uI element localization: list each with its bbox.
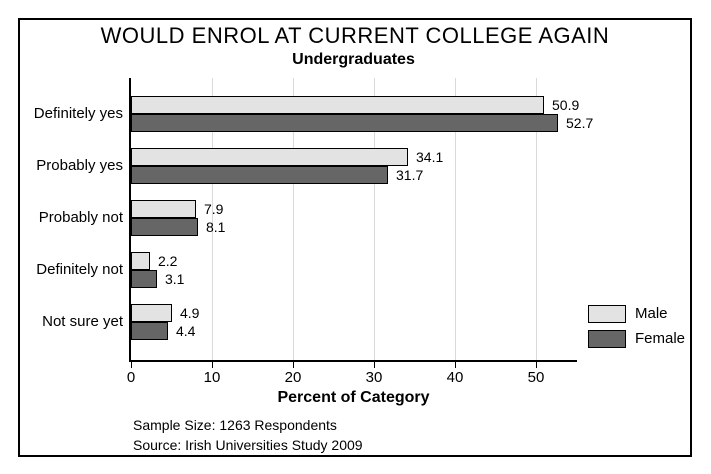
bar-male [131, 304, 172, 322]
bar-male [131, 96, 544, 114]
bar-male [131, 200, 196, 218]
male-swatch [588, 305, 626, 323]
value-label: 50.9 [552, 97, 580, 113]
x-tick [455, 362, 456, 368]
x-tick-label: 10 [203, 369, 221, 386]
category-label: Not sure yet [42, 313, 123, 330]
y-axis-line [129, 78, 131, 362]
bar-female [131, 114, 558, 132]
legend-label-male: Male [635, 305, 668, 322]
value-label: 3.1 [165, 271, 185, 287]
value-label: 8.1 [206, 219, 226, 235]
bar-female [131, 270, 157, 288]
x-axis-line [129, 360, 577, 362]
x-tick-label: 0 [126, 369, 136, 386]
x-tick [374, 362, 375, 368]
gridline [536, 78, 537, 360]
legend-entry-male: Male [588, 305, 668, 323]
value-label: 52.7 [566, 115, 594, 131]
legend-entry-female: Female [588, 330, 685, 348]
category-label: Probably yes [36, 157, 123, 174]
bar-male [131, 252, 150, 270]
gridline [212, 78, 213, 360]
legend-label-female: Female [635, 330, 686, 347]
x-tick-label: 30 [365, 369, 383, 386]
gridline [455, 78, 456, 360]
value-label: 4.9 [180, 305, 200, 321]
x-axis-title: Percent of Category [277, 389, 430, 406]
bar-female [131, 322, 168, 340]
chart-subtitle: Undergraduates [292, 51, 415, 68]
female-swatch [588, 330, 626, 348]
sample-size-note: Sample Size: 1263 Respondents [133, 417, 337, 433]
bar-male [131, 148, 408, 166]
value-label: 2.2 [158, 253, 178, 269]
x-tick-label: 20 [284, 369, 302, 386]
chart-title: WOULD ENROL AT CURRENT COLLEGE AGAIN [100, 23, 610, 48]
value-label: 7.9 [204, 201, 224, 217]
x-tick-label: 50 [527, 369, 545, 386]
category-label: Definitely yes [33, 105, 123, 122]
x-tick [536, 362, 537, 368]
bar-female [131, 218, 198, 236]
x-tick [131, 362, 132, 368]
x-tick [212, 362, 213, 368]
gridline [293, 78, 294, 360]
x-tick [293, 362, 294, 368]
category-label: Definitely not [36, 261, 123, 278]
source-note: Source: Irish Universities Study 2009 [133, 437, 363, 453]
value-label: 4.4 [176, 323, 196, 339]
category-label: Probably not [38, 209, 123, 226]
value-label: 34.1 [416, 149, 444, 165]
value-label: 31.7 [396, 167, 424, 183]
gridline [374, 78, 375, 360]
bar-female [131, 166, 388, 184]
x-tick-label: 40 [446, 369, 464, 386]
